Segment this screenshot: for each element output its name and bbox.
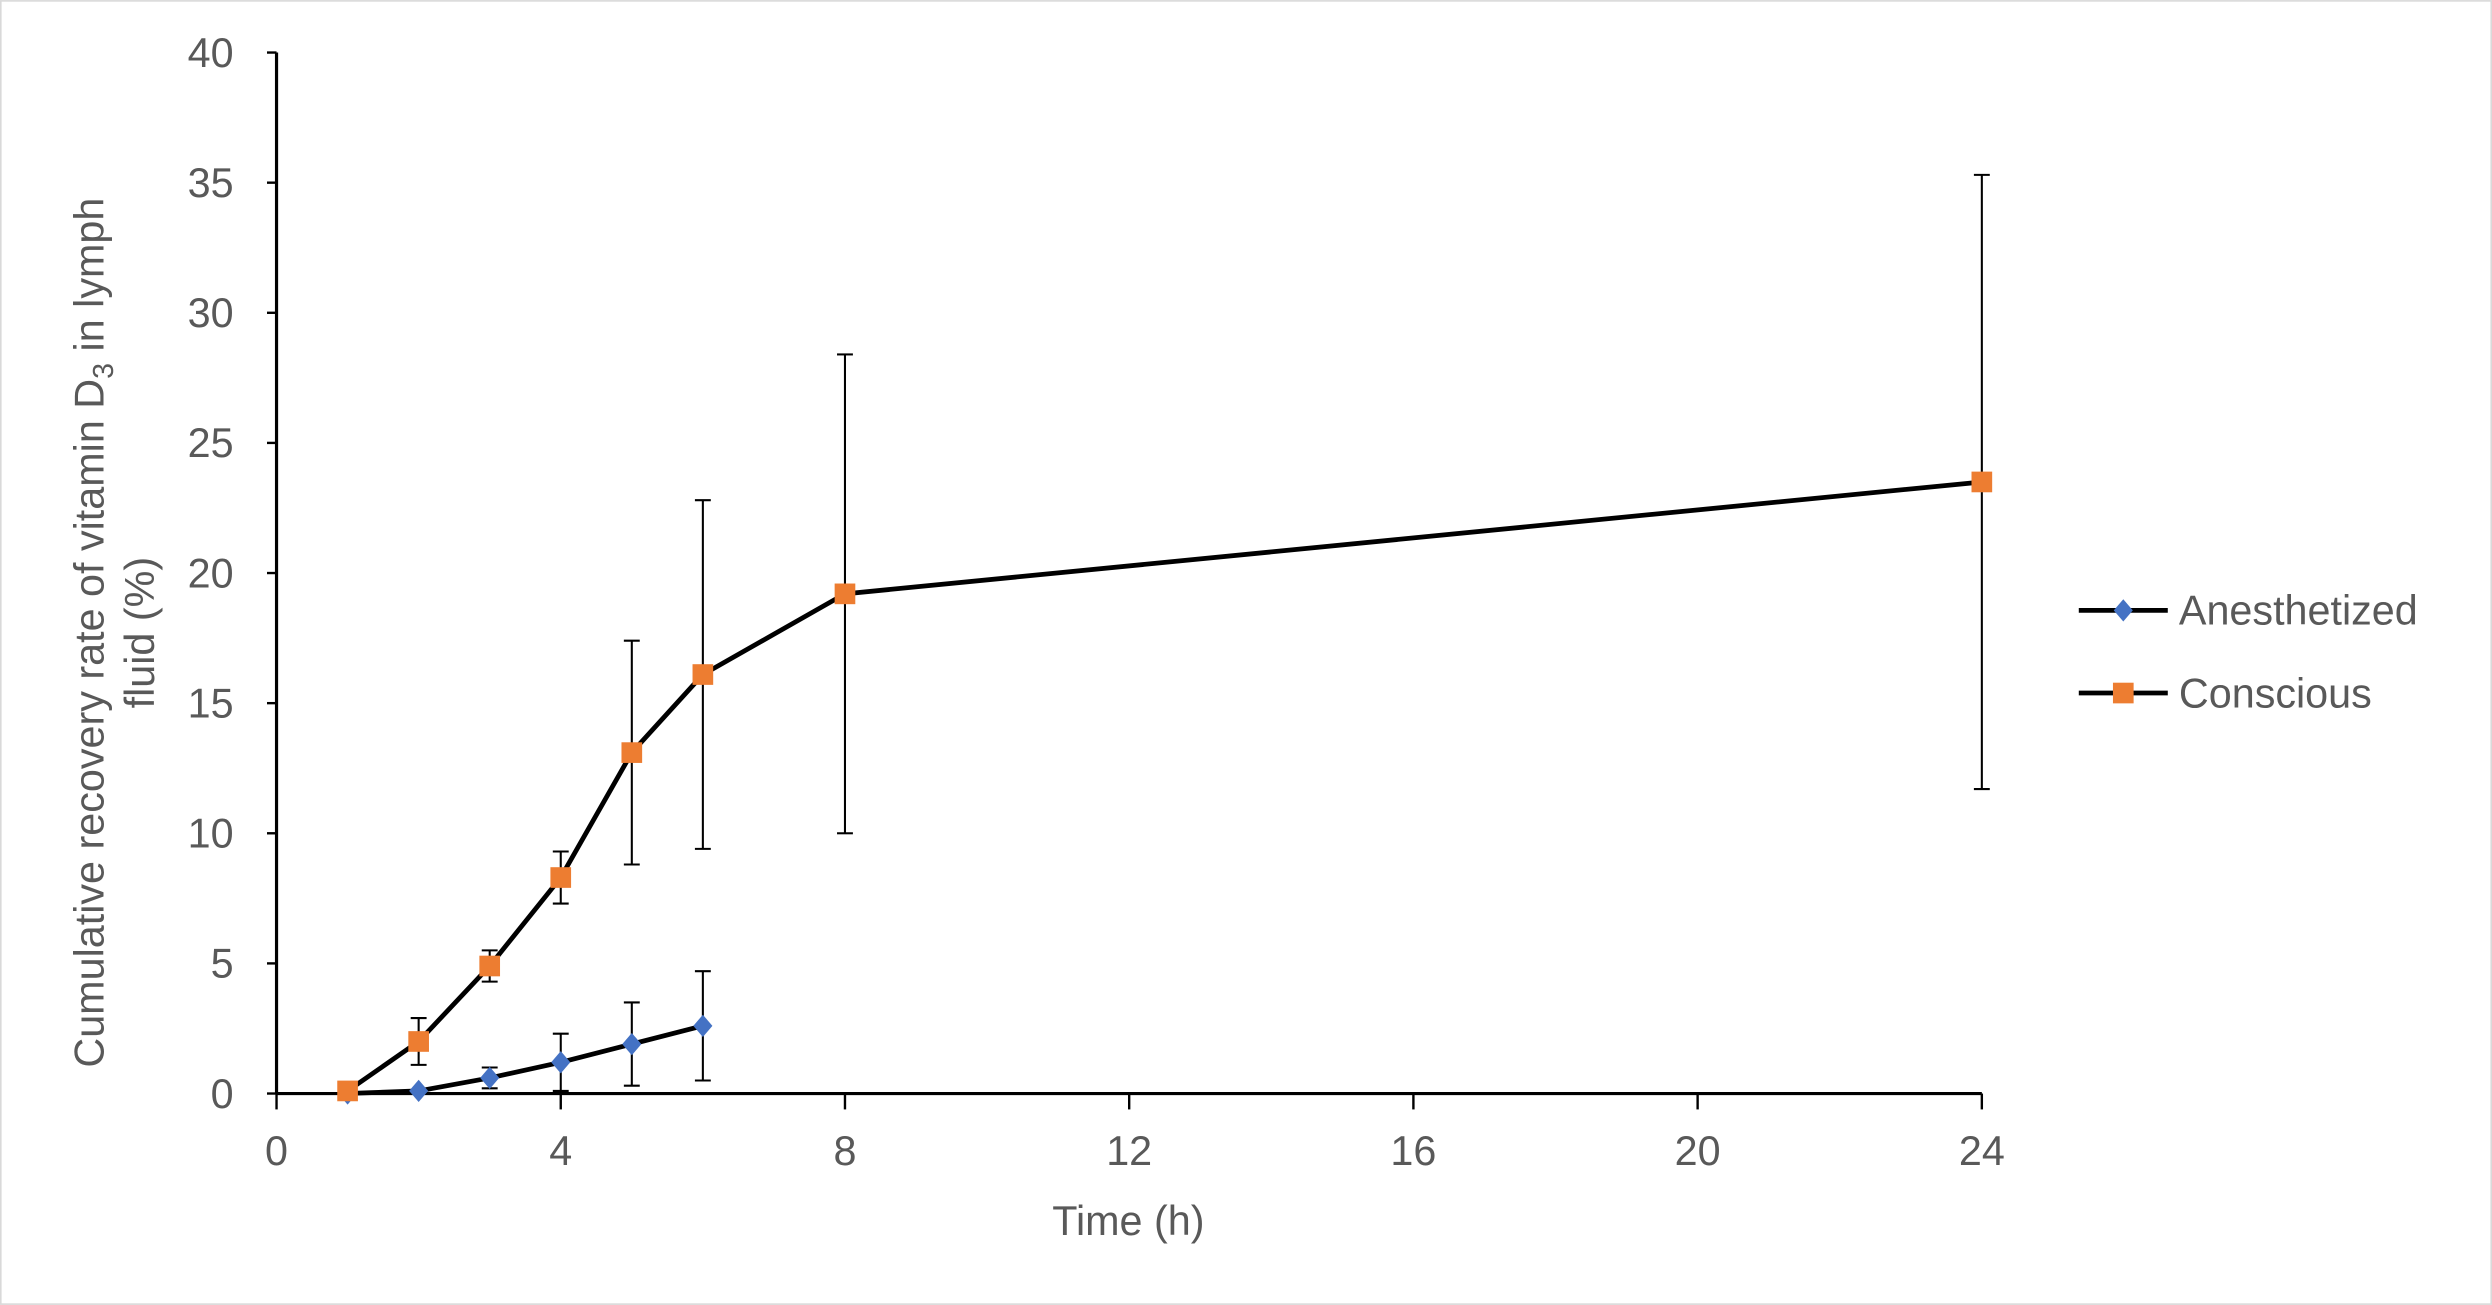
conscious-point bbox=[621, 742, 643, 763]
legend-marker-conscious bbox=[2112, 682, 2134, 704]
conscious-point bbox=[408, 1031, 429, 1052]
y-tick-label: 40 bbox=[188, 30, 234, 76]
y-tick-label: 5 bbox=[211, 941, 234, 987]
x-tick-label: 24 bbox=[1959, 1128, 2005, 1174]
y-tick-label: 0 bbox=[211, 1071, 234, 1117]
conscious-point bbox=[692, 664, 714, 685]
legend: Anesthetized Conscious bbox=[2078, 588, 2418, 716]
y-axis-title-line1: Cumulative recovery rate of vitamin D3 i… bbox=[66, 198, 120, 1068]
anesthetized-line bbox=[347, 1023, 704, 1096]
legend-label-anesthetized: Anesthetized bbox=[2179, 588, 2418, 634]
x-tick-label: 20 bbox=[1675, 1128, 1721, 1174]
conscious-point bbox=[1971, 471, 1993, 493]
y-axis-title-line2: fluid (%) bbox=[117, 557, 163, 709]
x-tick-label: 12 bbox=[1106, 1128, 1152, 1174]
legend-label-conscious: Conscious bbox=[2179, 670, 2372, 716]
x-tick-label: 4 bbox=[549, 1128, 572, 1174]
x-tick-label: 0 bbox=[265, 1128, 288, 1174]
y-tick-label: 30 bbox=[188, 290, 234, 336]
anesthetized-point bbox=[622, 1032, 642, 1056]
y-axis-title: Cumulative recovery rate of vitamin D3 i… bbox=[66, 198, 163, 1068]
axes: 0 4 8 12 16 20 24 0 5 10 15 20 25 30 35 40 bbox=[188, 30, 2005, 1174]
y-tick-label: 35 bbox=[188, 160, 234, 206]
conscious-point bbox=[834, 583, 856, 605]
x-tick-label: 16 bbox=[1390, 1128, 1436, 1174]
plot-area bbox=[337, 173, 1993, 1105]
anesthetized-point bbox=[480, 1066, 500, 1090]
conscious-point bbox=[479, 955, 501, 977]
x-axis-title: Time (h) bbox=[1052, 1198, 1204, 1244]
anesthetized-point bbox=[409, 1079, 429, 1103]
y-tick-label: 15 bbox=[188, 680, 234, 726]
y-tick-label: 25 bbox=[188, 420, 234, 466]
y-tick-label: 20 bbox=[188, 550, 234, 596]
conscious-point bbox=[550, 867, 572, 888]
anesthetized-point bbox=[693, 1014, 713, 1037]
x-tick-label: 8 bbox=[833, 1128, 856, 1174]
conscious-point bbox=[337, 1080, 358, 1102]
conscious-line bbox=[346, 479, 1983, 1093]
y-tick-label: 10 bbox=[188, 811, 234, 857]
